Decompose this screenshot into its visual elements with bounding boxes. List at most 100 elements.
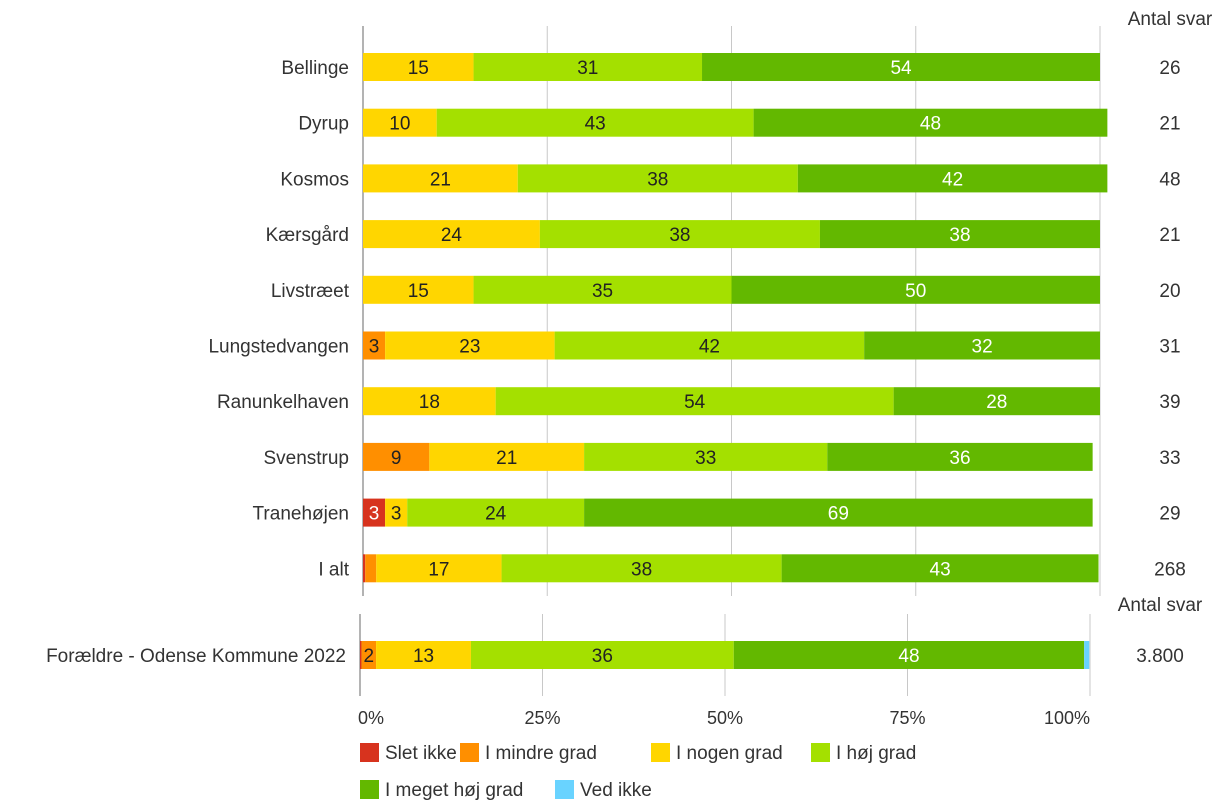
bar-segment — [385, 331, 555, 360]
data-label: 69 — [828, 504, 849, 525]
bar-segment — [501, 554, 782, 583]
count-label: 21 — [1159, 225, 1180, 246]
bar-segment — [473, 53, 703, 81]
x-tick-label: 100% — [1044, 708, 1090, 728]
labels: Antal svar 15 31 54 Bellinge 26 10 43 48 Dyrup 21 2… — [46, 9, 1213, 728]
bar-segment — [733, 641, 1085, 669]
bar-segment — [363, 108, 437, 137]
category-label: Svenstrup — [263, 448, 349, 469]
count-header: Antal svar — [1128, 9, 1213, 30]
count-label: 39 — [1159, 392, 1180, 413]
bar-segment — [363, 387, 496, 416]
legend-item: I høj grad — [811, 743, 916, 764]
bar-segment — [702, 53, 1100, 81]
data-label: 2 — [363, 646, 374, 667]
data-label: 35 — [592, 281, 613, 302]
legend-item: Slet ikke — [360, 743, 457, 764]
bar-segment — [584, 498, 1093, 527]
category-label: Kærsgård — [266, 225, 349, 246]
bar-segment — [584, 442, 828, 471]
data-label: 15 — [408, 58, 429, 79]
data-label: 9 — [391, 448, 402, 469]
bar-segment — [893, 387, 1100, 416]
data-label: 18 — [419, 392, 440, 413]
data-label: 3 — [369, 337, 380, 358]
data-label: 36 — [949, 448, 970, 469]
legend-swatch — [360, 780, 379, 799]
category-label: Tranehøjen — [253, 504, 349, 525]
category-label: Livstræet — [271, 281, 350, 302]
bar-segment — [429, 442, 585, 471]
data-label: 10 — [389, 114, 410, 135]
legend-label: Slet ikke — [385, 743, 457, 764]
bar-segment — [361, 641, 377, 669]
bar-segment — [517, 164, 798, 193]
data-label: 21 — [430, 169, 451, 190]
bar-segment — [376, 554, 502, 583]
bar-segment — [554, 331, 865, 360]
category-label: Ranunkelhaven — [217, 392, 349, 413]
data-label: 54 — [684, 392, 706, 413]
legend-item: I mindre grad — [460, 743, 597, 764]
data-label: 32 — [972, 337, 993, 358]
bar-segment — [539, 220, 820, 249]
bar-segment — [363, 442, 430, 471]
data-label: 36 — [592, 646, 613, 667]
data-label: 28 — [986, 392, 1007, 413]
count-label: 3.800 — [1136, 646, 1184, 667]
x-tick-label: 0% — [358, 708, 384, 728]
legend-swatch — [651, 743, 670, 762]
data-label: 15 — [408, 281, 429, 302]
bar-segment — [407, 498, 585, 527]
bar-segment — [376, 641, 471, 669]
category-label: Kosmos — [280, 169, 349, 190]
bar-segment — [781, 554, 1099, 583]
bar-segment — [436, 108, 754, 137]
data-label: 38 — [631, 559, 652, 580]
data-label: 48 — [898, 646, 919, 667]
legend-swatch — [460, 743, 479, 762]
category-label: Lungstedvangen — [208, 337, 349, 358]
data-label: 13 — [413, 646, 434, 667]
bar-segment — [363, 331, 386, 360]
bar-segment — [470, 641, 734, 669]
category-label: Bellinge — [281, 58, 349, 79]
legend-label: I meget høj grad — [385, 780, 523, 801]
count-label: 29 — [1159, 504, 1180, 525]
legend-item: I nogen grad — [651, 743, 783, 764]
bar-segment — [731, 275, 1100, 304]
count-header: Antal svar — [1118, 595, 1203, 616]
bar-segment — [385, 498, 408, 527]
x-tick-label: 25% — [524, 708, 560, 728]
data-label: 38 — [669, 225, 690, 246]
data-label: 42 — [942, 169, 963, 190]
bar-segment — [864, 331, 1100, 360]
bar-segment — [363, 164, 518, 193]
count-label: 31 — [1159, 337, 1180, 358]
bar-segment — [797, 164, 1108, 193]
data-label: 33 — [695, 448, 716, 469]
data-label: 42 — [699, 337, 720, 358]
category-label: Dyrup — [298, 114, 349, 135]
legend: Slet ikke I mindre grad I nogen grad I høj … — [360, 743, 916, 801]
bar-segment — [819, 220, 1100, 249]
bar-segment — [365, 554, 377, 583]
bar-segment — [363, 498, 386, 527]
legend-label: I mindre grad — [485, 743, 597, 764]
bar-segment — [363, 554, 366, 583]
bar-segment — [363, 53, 474, 81]
count-label: 268 — [1154, 559, 1186, 580]
bar-segment — [827, 442, 1093, 471]
bars — [360, 53, 1108, 669]
bar-segment — [473, 275, 732, 304]
data-label: 38 — [647, 169, 668, 190]
data-label: 43 — [930, 559, 951, 580]
bar-segment — [753, 108, 1108, 137]
data-label: 3 — [391, 504, 402, 525]
data-label: 17 — [428, 559, 449, 580]
category-label: Forældre - Odense Kommune 2022 — [46, 646, 346, 667]
category-label: I alt — [318, 559, 349, 580]
count-label: 33 — [1159, 448, 1180, 469]
legend-label: Ved ikke — [580, 780, 652, 801]
